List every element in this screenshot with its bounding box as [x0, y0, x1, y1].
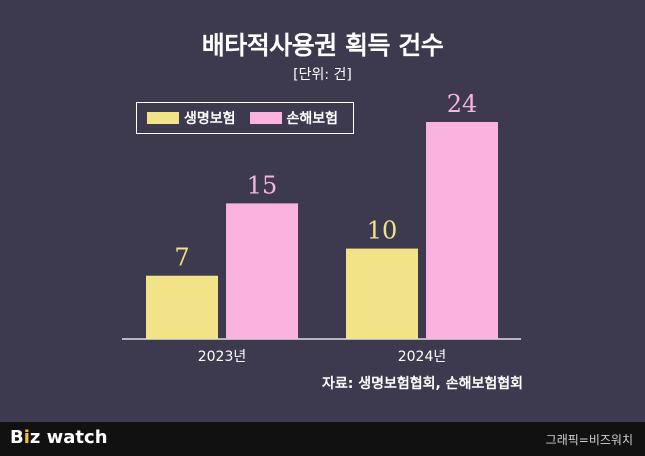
bar-life-1 [346, 248, 418, 339]
value-label-life-0: 7 [174, 244, 189, 272]
legend-item-life: 생명보험 [147, 108, 236, 128]
value-label-nonlife-1: 24 [447, 90, 478, 118]
source-note: 자료: 생명보험협회, 손해보험협회 [322, 376, 523, 392]
legend-label-nonlife: 손해보험 [286, 111, 339, 127]
bar-life-0 [146, 275, 218, 339]
brand-logo: Biz watch [10, 427, 108, 448]
legend: 생명보험 손해보험 [136, 102, 354, 134]
legend-label-life: 생명보험 [184, 111, 236, 127]
legend-swatch-life [147, 112, 179, 124]
legend-swatch-nonlife [249, 112, 282, 124]
x-tick-label-1: 2024년 [398, 349, 447, 365]
value-label-life-1: 10 [367, 217, 398, 245]
chart-unit: [단위: 건] [293, 67, 352, 83]
chart-title: 배타적사용권 획득 건수 [201, 31, 444, 60]
x-tick-label-0: 2023년 [198, 349, 247, 365]
value-label-nonlife-0: 15 [247, 171, 278, 199]
bar-nonlife-0 [226, 203, 298, 339]
legend-item-nonlife: 손해보험 [249, 108, 339, 128]
footer-bar: Biz watch 그래픽=비즈워치 [0, 422, 645, 456]
bar-nonlife-1 [426, 122, 498, 339]
graphic-credit: 그래픽=비즈워치 [545, 433, 633, 447]
